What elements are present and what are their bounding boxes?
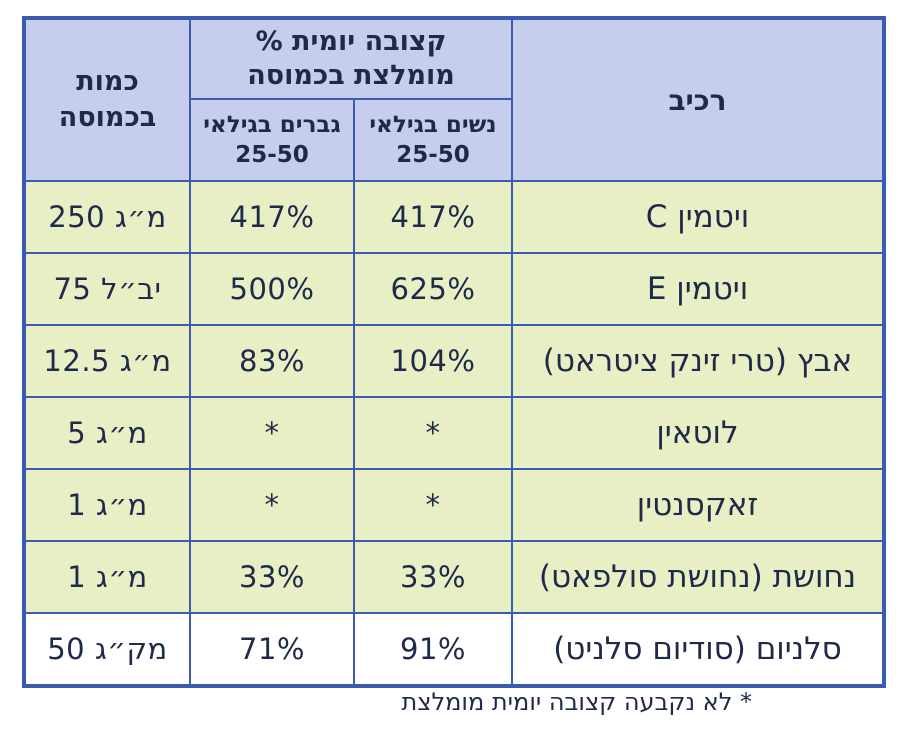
cell-amount: 1 מ״ג [23,468,191,542]
cell-women: 417% [353,180,513,254]
cell-men: 71% [189,612,355,687]
cell-amount: 75 יב״ל [23,252,191,326]
cell-women: * [353,468,513,542]
cell-women: 625% [353,252,513,326]
header-men: גברים בגילאי 25-50 [189,98,355,182]
table-row: 250 מ״ג 417% 417% ויטמין C [23,180,885,254]
cell-amount: 250 מ״ג [23,180,191,254]
header-component: רכיב [511,17,885,182]
cell-women: * [353,396,513,470]
table-row: 1 מ״ג 33% 33% נחושת (נחושת סולפאט) [23,540,885,614]
header-daily-value-pct: % קצובה יומית מומלצת בכמוסה [189,17,513,100]
header-women: נשים בגילאי 25-50 [353,98,513,182]
table-row: 12.5 מ״ג 83% 104% אבץ (טרי זינק ציטראט) [23,324,885,398]
cell-component: לוטאין [511,396,885,470]
table-row: 75 יב״ל 500% 625% ויטמין E [23,252,885,326]
cell-component: סלניום (סודיום סלניט) [511,612,885,687]
cell-amount: 5 מ״ג [23,396,191,470]
cell-women: 91% [353,612,513,687]
table-row: 5 מ״ג * * לוטאין [23,396,885,470]
cell-amount: 50 מק״ג [23,612,191,687]
cell-men: * [189,468,355,542]
header-amount: כמות בכמוסה [23,17,191,182]
table-row: 50 מק״ג 71% 91% סלניום (סודיום סלניט) [23,612,885,687]
cell-component: אבץ (טרי זינק ציטראט) [511,324,885,398]
cell-women: 33% [353,540,513,614]
nutrition-table: כמות בכמוסה % קצובה יומית מומלצת בכמוסה … [22,16,886,688]
cell-component: זאקסנטין [511,468,885,542]
cell-component: נחושת (נחושת סולפאט) [511,540,885,614]
cell-men: 417% [189,180,355,254]
cell-men: * [189,396,355,470]
cell-amount: 12.5 מ״ג [23,324,191,398]
cell-men: 83% [189,324,355,398]
footnote: * לא נקבעה קצובה יומית מומלצת [401,688,752,716]
cell-component: ויטמין E [511,252,885,326]
cell-men: 33% [189,540,355,614]
cell-men: 500% [189,252,355,326]
table-row: 1 מ״ג * * זאקסנטין [23,468,885,542]
cell-women: 104% [353,324,513,398]
cell-amount: 1 מ״ג [23,540,191,614]
cell-component: ויטמין C [511,180,885,254]
